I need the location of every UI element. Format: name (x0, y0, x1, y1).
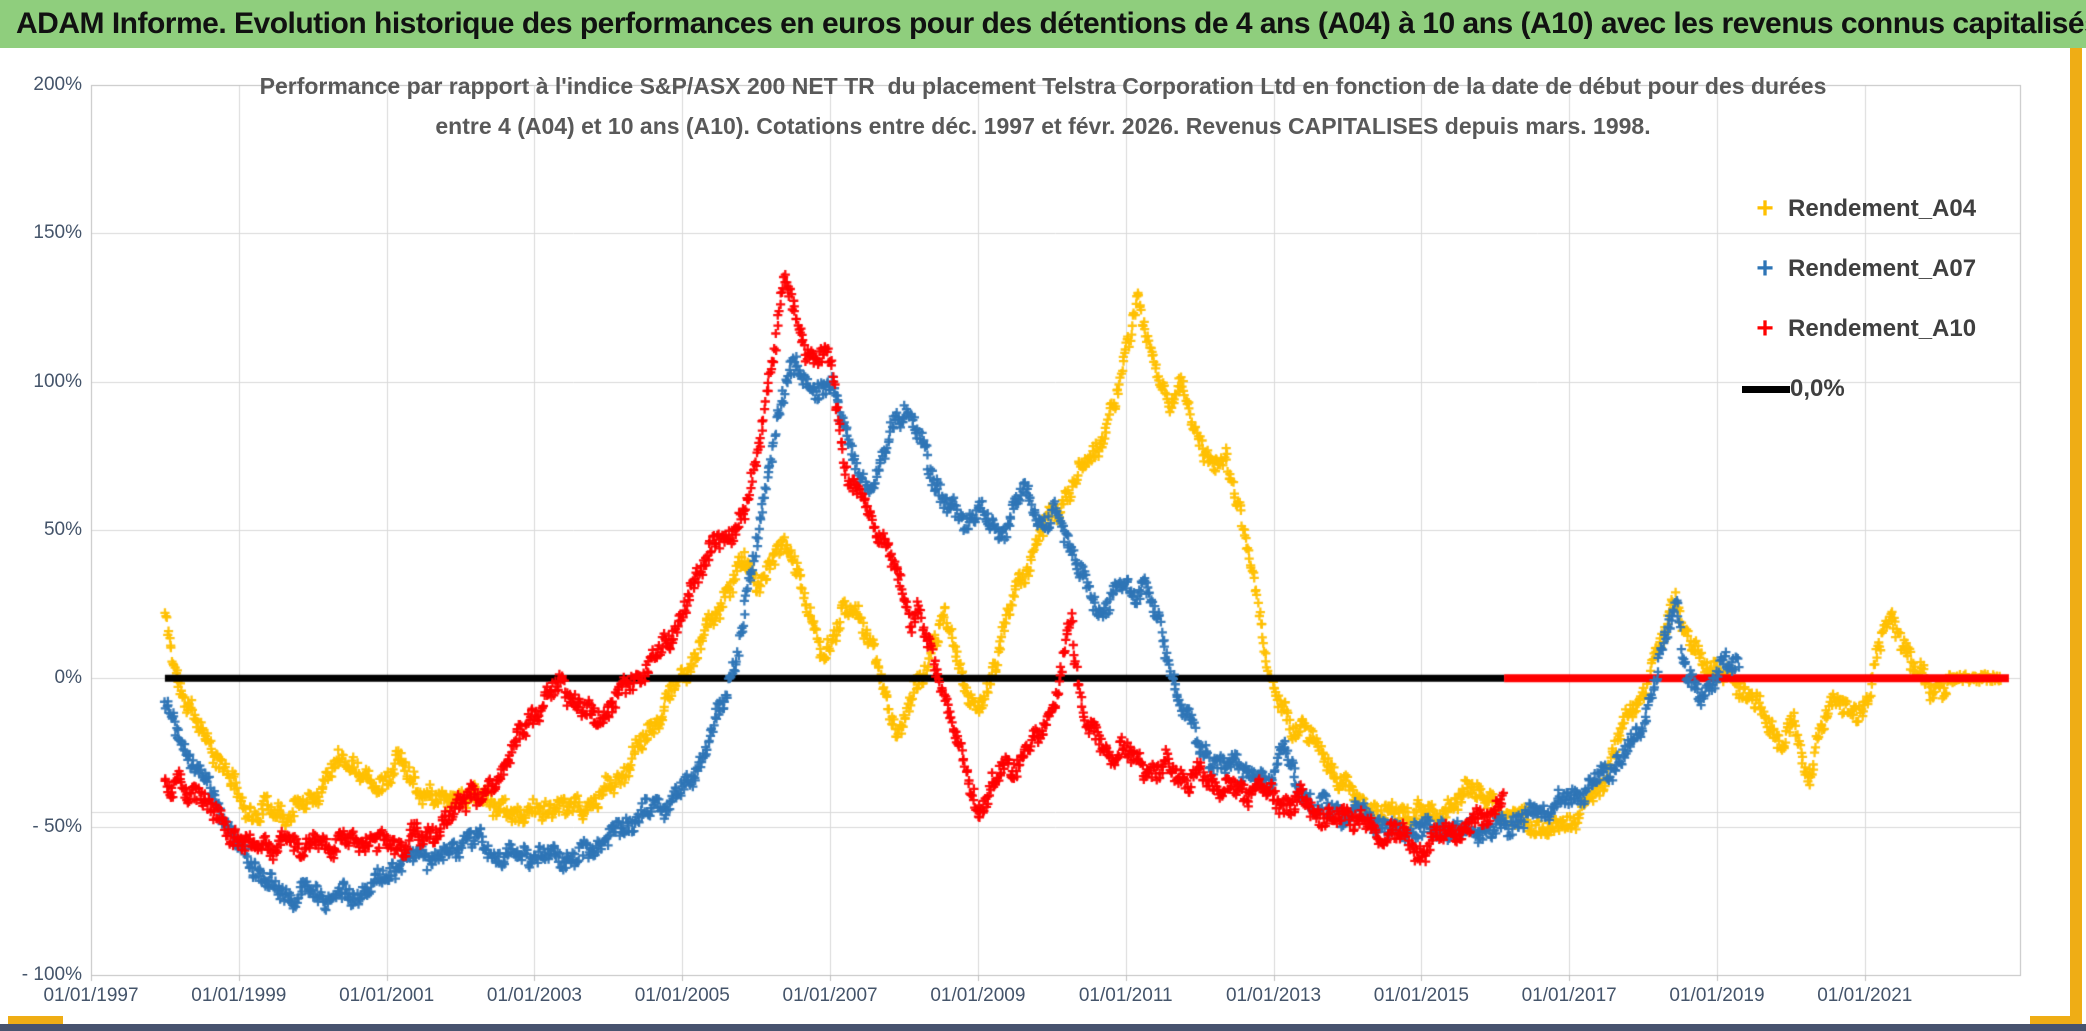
legend-label: 0,0% (1790, 375, 1845, 402)
x-tick-label: 01/01/2009 (930, 985, 1026, 1006)
legend-plus-marker: + (1756, 312, 1774, 345)
y-tick-label: 50% (43, 519, 82, 540)
gold-accent-right-edge (2070, 48, 2082, 1028)
chart-title-line1: Performance par rapport à l'indice S&P/A… (259, 73, 1827, 99)
legend-item-rendement-a04[interactable]: + Rendement_A04 (1742, 189, 1976, 229)
x-tick-label: 01/01/2007 (782, 985, 878, 1006)
report-title: ADAM Informe. Evolution historique des p… (16, 7, 2086, 40)
x-tick-label: 01/01/2003 (486, 985, 582, 1006)
legend-label: Rendement_A10 (1788, 315, 1977, 342)
legend-label: Rendement_A07 (1788, 255, 1977, 282)
chart-title-line2: entre 4 (A04) et 10 ans (A10). Cotations… (435, 113, 1651, 139)
gold-accent-bottom-left (8, 1016, 63, 1024)
legend-item-0-0-[interactable]: 0,0% (1742, 369, 1845, 409)
x-tick-label: 01/01/2001 (339, 985, 435, 1006)
x-tick-label: 01/01/2017 (1521, 985, 1617, 1006)
x-tick-label: 01/01/2005 (634, 985, 730, 1006)
x-tick-label: 01/01/2013 (1225, 985, 1322, 1006)
y-tick-label: 150% (33, 222, 82, 244)
x-tick-label: 01/01/2011 (1078, 985, 1173, 1006)
legend-label: Rendement_A04 (1788, 195, 1977, 222)
y-tick-label: 200% (33, 74, 82, 95)
legend-item-rendement-a07[interactable]: + Rendement_A07 (1742, 249, 1976, 289)
report-header: ADAM Informe. Evolution historique des p… (0, 0, 2086, 48)
y-tick-label: - 50% (32, 815, 82, 837)
scatter-plot-canvas (0, 48, 2086, 1024)
legend-plus-marker: + (1756, 252, 1774, 285)
y-tick-label: - 100% (21, 964, 82, 985)
y-tick-label: 100% (33, 370, 82, 392)
legend-plus-marker: + (1756, 192, 1774, 225)
footer-bar (0, 1024, 2086, 1031)
legend-item-rendement-a10[interactable]: + Rendement_A10 (1742, 309, 1976, 349)
x-tick-label: 01/01/1999 (191, 985, 287, 1006)
x-tick-label: 01/01/2021 (1817, 985, 1913, 1006)
y-tick-label: 0% (54, 667, 82, 689)
x-tick-label: 01/01/1997 (43, 985, 139, 1006)
chart-area: Performance par rapport à l'indice S&P/A… (0, 48, 2086, 1024)
legend-zero-line-swatch (1742, 385, 1790, 393)
x-tick-label: 01/01/2019 (1669, 985, 1765, 1006)
x-tick-label: 01/01/2015 (1373, 985, 1469, 1006)
